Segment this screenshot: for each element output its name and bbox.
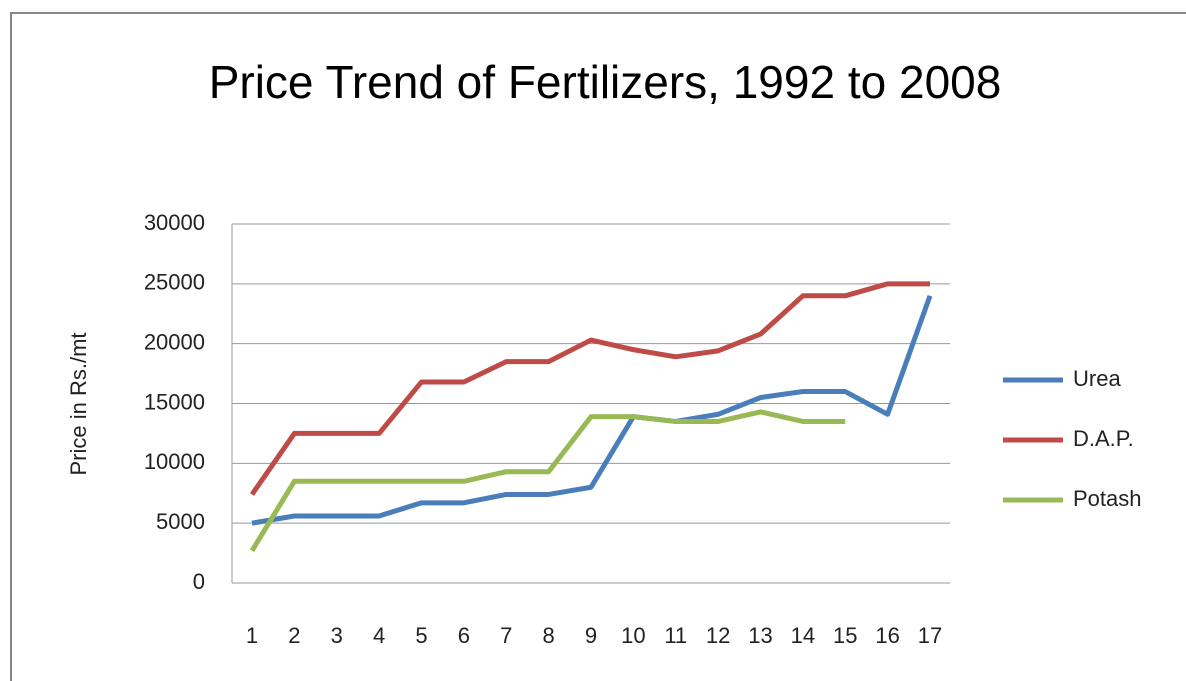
x-tick-label: 13 [748, 623, 772, 648]
x-tick-label: 6 [458, 623, 470, 648]
y-tick-label: 20000 [144, 329, 205, 354]
x-tick-label: 16 [875, 623, 899, 648]
x-tick-label: 7 [500, 623, 512, 648]
x-tick-label: 2 [288, 623, 300, 648]
y-tick-label: 0 [193, 569, 205, 594]
line-series [249, 409, 846, 552]
x-tick-label: 10 [621, 623, 645, 648]
x-tick-label: 8 [543, 623, 555, 648]
x-tick-label: 5 [415, 623, 427, 648]
legend-label: Potash [1073, 486, 1142, 511]
x-tick-label: 9 [585, 623, 597, 648]
frame [10, 12, 1186, 681]
x-tick-label: 14 [791, 623, 815, 648]
line-series [249, 281, 930, 496]
y-tick-label: 25000 [144, 270, 205, 295]
legend-label: Urea [1073, 366, 1121, 391]
x-tick-label: 12 [706, 623, 730, 648]
x-tick-label: 15 [833, 623, 857, 648]
y-tick-label: 5000 [156, 509, 205, 534]
x-tick-label: 1 [246, 623, 258, 648]
y-axis-label: Price in Rs./mt [66, 332, 91, 475]
y-tick-label: 10000 [144, 449, 205, 474]
x-tick-label: 3 [331, 623, 343, 648]
y-tick-label: 15000 [144, 389, 205, 414]
x-tick-label: 17 [918, 623, 942, 648]
chart-title: Price Trend of Fertilizers, 1992 to 2008 [208, 56, 1002, 108]
legend-label: D.A.P. [1073, 426, 1134, 451]
x-tick-label: 4 [373, 623, 385, 648]
line-series [251, 294, 933, 526]
y-tick-label: 30000 [144, 210, 205, 235]
x-tick-label: 11 [664, 623, 687, 648]
